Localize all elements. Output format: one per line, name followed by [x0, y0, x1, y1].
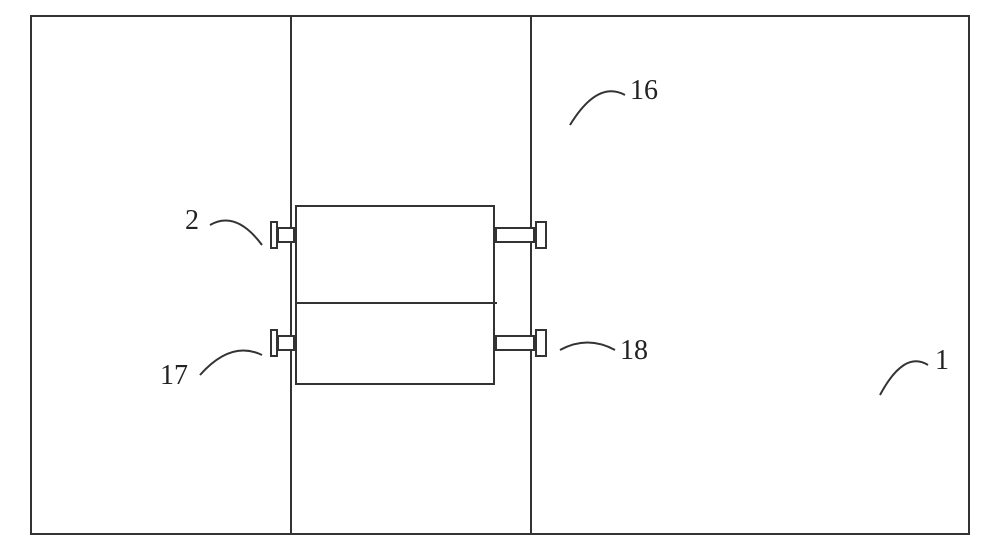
center-assembly: [295, 205, 495, 385]
vertical-line-right: [530, 15, 532, 535]
connector-right-bottom-stem: [495, 335, 535, 351]
connector-right-bottom-cap: [535, 329, 547, 357]
label-18: 18: [620, 335, 648, 367]
outer-frame: [30, 15, 970, 535]
connector-left-bottom-stem: [277, 335, 295, 351]
diagram-container: 16 2 17 18 1: [30, 15, 970, 535]
connector-left-top-stem: [277, 227, 295, 243]
connector-right-top-cap: [535, 221, 547, 249]
label-17: 17: [160, 360, 188, 392]
center-divider: [297, 302, 497, 304]
label-1: 1: [935, 345, 949, 377]
connector-left-top-cap: [270, 221, 278, 249]
label-2: 2: [185, 205, 199, 237]
vertical-line-left: [290, 15, 292, 535]
connector-left-bottom-cap: [270, 329, 278, 357]
connector-right-top-stem: [495, 227, 535, 243]
label-16: 16: [630, 75, 658, 107]
